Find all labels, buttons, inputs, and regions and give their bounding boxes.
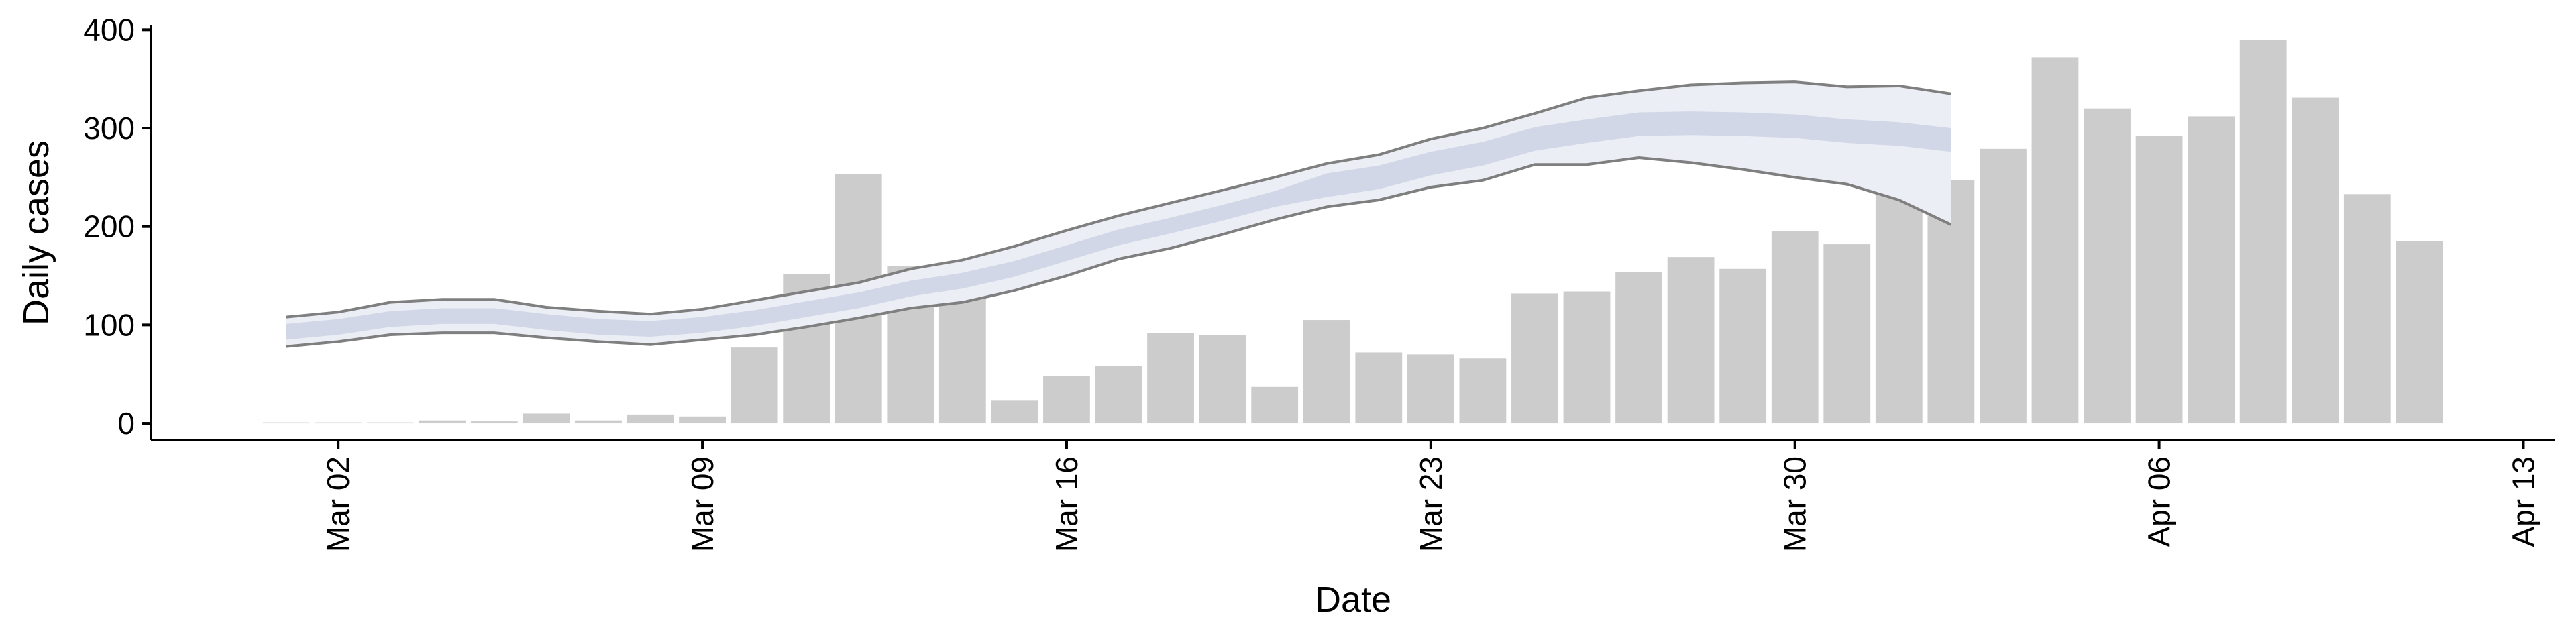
bar — [938, 295, 986, 424]
bar — [1511, 293, 1558, 424]
bar — [627, 414, 674, 424]
x-tick-label: Mar 30 — [1778, 456, 1813, 552]
bar — [991, 400, 1038, 424]
bar — [2292, 97, 2339, 424]
bar — [1147, 333, 1194, 424]
bar — [470, 421, 518, 424]
bar — [1407, 354, 1454, 424]
bar — [1303, 320, 1350, 424]
inner-ribbon — [286, 111, 1951, 340]
bar — [1095, 366, 1142, 424]
bar — [2396, 241, 2443, 424]
bar — [1719, 268, 1767, 424]
bar — [1823, 244, 1871, 424]
bar — [1771, 231, 1819, 424]
y-axis-title: Daily cases — [16, 140, 56, 325]
x-tick-label: Mar 23 — [1413, 456, 1448, 552]
upper-bound-line — [286, 80, 1951, 319]
bar — [1667, 257, 1715, 424]
x-tick-label: Mar 02 — [321, 456, 356, 552]
x-tick-label: Mar 09 — [685, 456, 720, 552]
y-tick-label: 100 — [83, 307, 135, 342]
bar — [2084, 108, 2131, 424]
bar — [2343, 194, 2391, 424]
bar — [679, 416, 726, 424]
bar — [1563, 291, 1611, 424]
bar — [1459, 358, 1507, 424]
bar — [1199, 335, 1246, 424]
x-tick-label: Apr 06 — [2142, 456, 2177, 547]
lower-bound-line — [286, 156, 1952, 348]
x-tick-label: Apr 13 — [2506, 456, 2540, 547]
bar — [575, 420, 622, 424]
bar — [1980, 148, 2027, 424]
y-tick-label: 400 — [83, 12, 135, 47]
bar — [1355, 352, 1403, 424]
bar — [2135, 136, 2183, 424]
bar — [1615, 272, 1662, 424]
y-tick-label: 200 — [83, 209, 135, 244]
bar — [523, 413, 570, 424]
y-tick-label: 0 — [117, 406, 135, 441]
bar — [2031, 57, 2079, 424]
bar — [1043, 376, 1090, 424]
bar — [419, 420, 466, 424]
bar — [2188, 116, 2235, 424]
x-axis-title: Date — [1315, 580, 1391, 620]
bar — [2239, 40, 2287, 424]
bar — [731, 347, 778, 424]
bar — [1251, 386, 1299, 424]
x-tick-label: Mar 16 — [1049, 456, 1084, 552]
y-tick-label: 300 — [83, 111, 135, 146]
